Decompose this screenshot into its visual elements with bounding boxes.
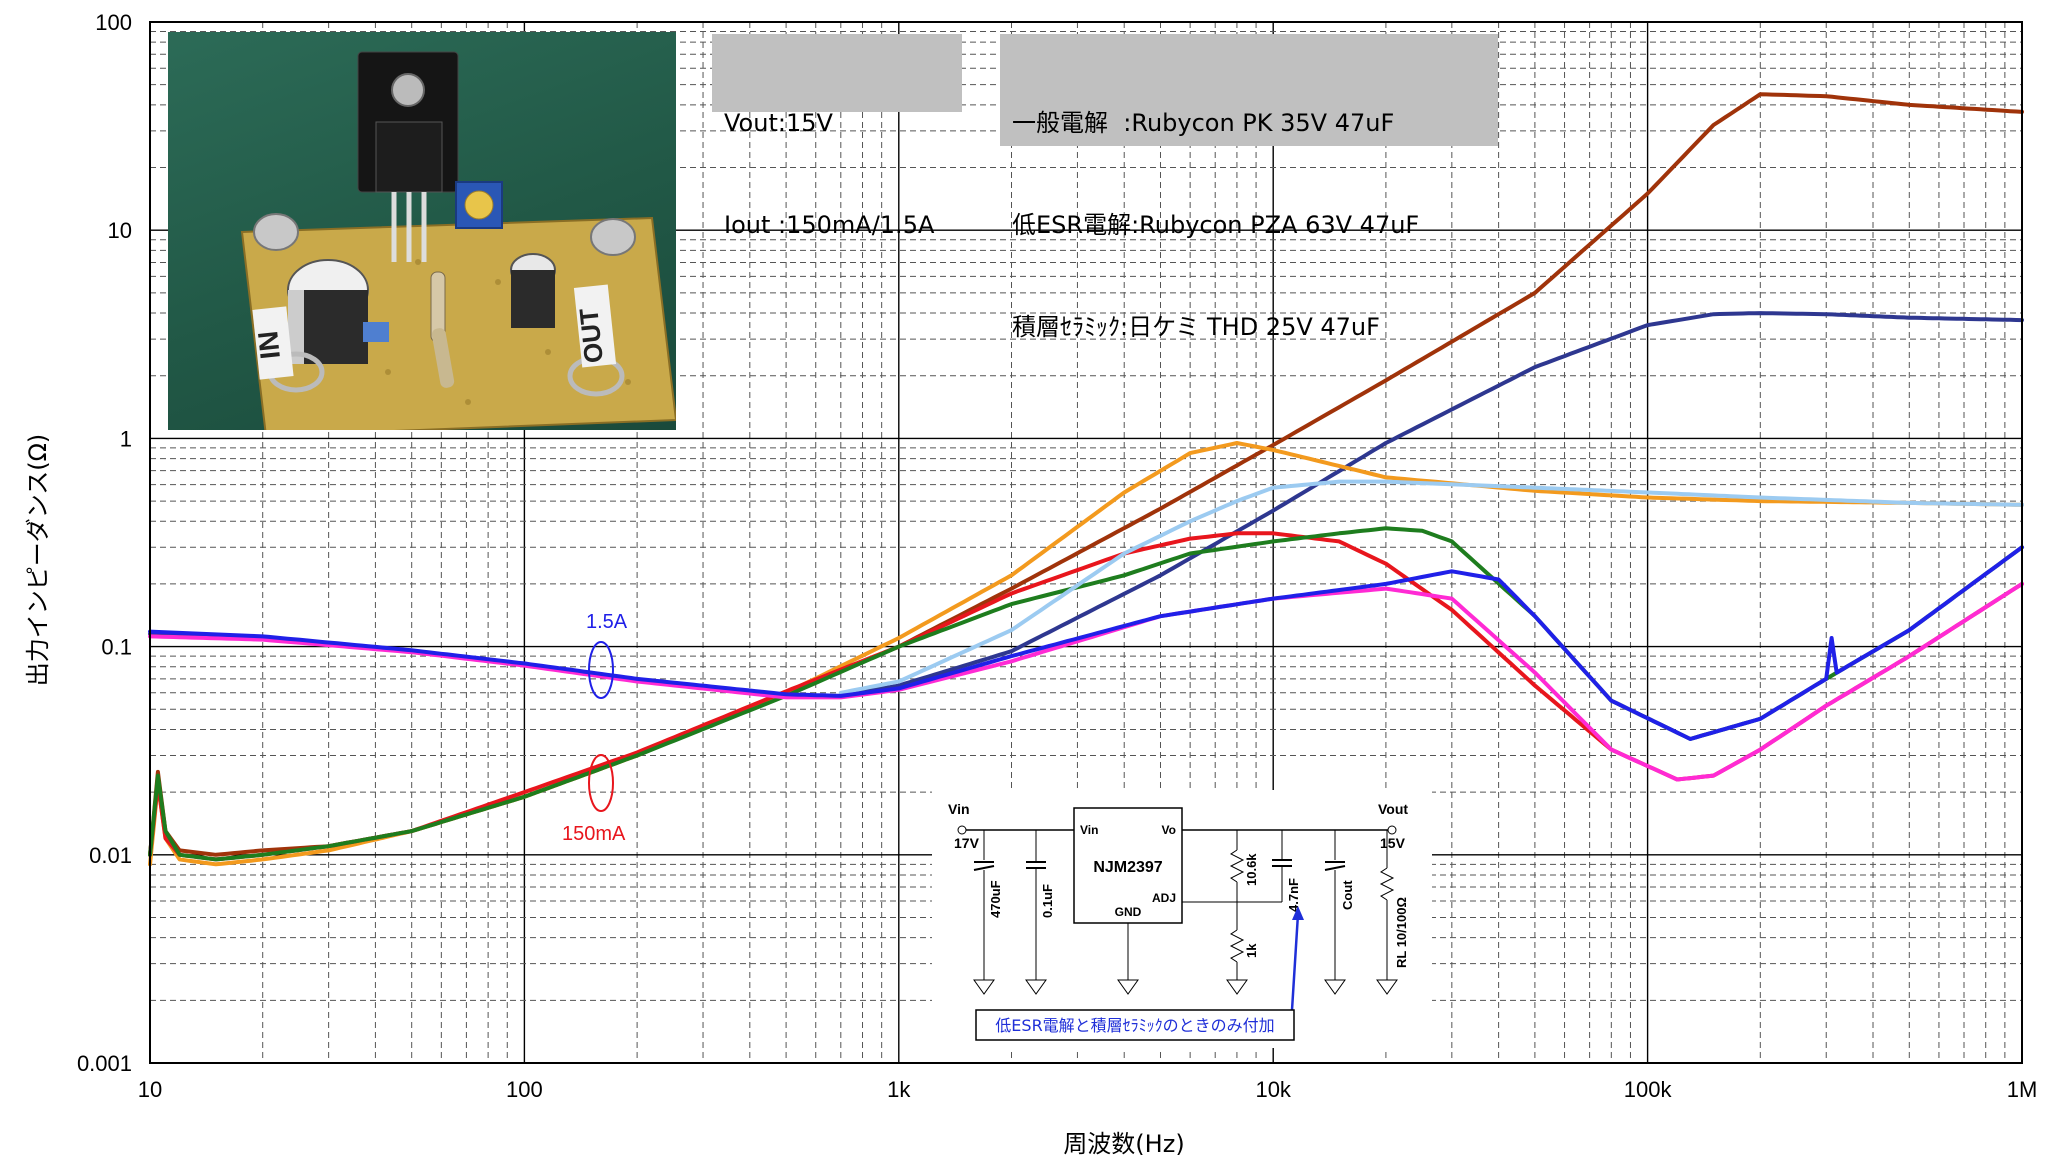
info-iout: Iout :150mA/1.5A — [724, 211, 935, 239]
y-tick-label: 0.01 — [89, 843, 132, 868]
x-tick-label: 1k — [887, 1077, 911, 1102]
schematic-note-box — [975, 1009, 1295, 1041]
info-cap-general: 一般電解 :Rubycon PK 35V 47uF — [1012, 109, 1395, 137]
x-axis-title: 周波数(Hz) — [1063, 1130, 1184, 1158]
schematic-vin-value: 17V — [954, 835, 980, 851]
regulator-ic — [375, 121, 443, 193]
annotation-ellipse-150ma — [588, 754, 614, 812]
x-tick-label: 1M — [2007, 1077, 2038, 1102]
trimmer-pot — [455, 181, 503, 229]
tick-labels: 10 100 1k 10k 100k 1M 0.001 0.01 0.1 1 10 100 — [77, 10, 2037, 1102]
x-tick-label: 100k — [1624, 1077, 1673, 1102]
schematic-pin-adj: ADJ — [1152, 891, 1176, 905]
schematic-vout-value: 15V — [1380, 835, 1406, 851]
y-tick-label: 0.001 — [77, 1051, 132, 1076]
schematic-r-top: 10.6k — [1244, 853, 1259, 886]
y-tick-label: 100 — [95, 10, 132, 35]
schematic-pin-vin: Vin — [1080, 823, 1098, 837]
schematic-note: 低ESR電解と積層ｾﾗﾐｯｸのときのみ付加 — [995, 1016, 1274, 1035]
schematic-c-out: Cout — [1340, 880, 1355, 910]
series-line-8 — [148, 545, 2024, 741]
plot-frame — [149, 21, 2023, 1064]
x-tick-label: 10k — [1255, 1077, 1291, 1102]
info-cap-low-esr: 低ESR電解:Rubycon PZA 63V 47uF — [1012, 211, 1420, 239]
pcb-label-in: IN — [252, 330, 286, 361]
schematic-vin-label: Vin — [948, 801, 970, 817]
pcb-label-out: OUT — [573, 307, 609, 365]
schematic-pin-gnd: GND — [1115, 905, 1142, 919]
y-tick-label: 1 — [120, 426, 132, 451]
schematic-c-bypass: 0.1uF — [1040, 884, 1055, 918]
info-box-capacitors: 一般電解 :Rubycon PK 35V 47uF 低ESR電解:Rubycon… — [1000, 34, 1498, 341]
info-cap-ceramic: 積層ｾﾗﾐｯｸ:日ケミ THD 25V 47uF — [1012, 313, 1380, 341]
schematic-r-bottom: 1k — [1244, 943, 1259, 958]
circuit-schematic: Vin 17V Vout 15V NJM2397 Vin Vo GND ADJ … — [932, 790, 1432, 1048]
schematic-vout-label: Vout — [1378, 801, 1408, 817]
schematic-c-in: 470uF — [988, 880, 1003, 918]
info-box-conditions: Vout:15V Iout :150mA/1.5A — [712, 34, 962, 239]
x-tick-label: 10 — [138, 1077, 162, 1102]
series-line-6 — [838, 479, 2024, 695]
series-line-7 — [148, 581, 2024, 782]
schematic-c-adj: 4.7nF — [1286, 878, 1301, 912]
circuit-board-photo: IN OUT — [168, 32, 676, 430]
schematic-ic-name: NJM2397 — [1093, 859, 1162, 876]
y-tick-label: 0.1 — [101, 635, 132, 660]
schematic-ic — [1073, 807, 1183, 924]
annotation-ellipse-1-5a — [588, 641, 614, 699]
annotation-1-5a: 1.5A — [586, 611, 628, 633]
schematic-load: RL 10/100Ω — [1394, 897, 1409, 968]
y-tick-label: 10 — [108, 218, 132, 243]
heatsink-screw — [391, 73, 425, 107]
annotation-150ma: 150mA — [562, 823, 626, 845]
y-axis-title: 出力インピーダンス(Ω) — [24, 434, 52, 687]
x-tick-label: 100 — [506, 1077, 543, 1102]
info-vout: Vout:15V — [724, 109, 833, 137]
schematic-pin-vo: Vo — [1162, 823, 1176, 837]
series-layer — [148, 92, 2024, 867]
